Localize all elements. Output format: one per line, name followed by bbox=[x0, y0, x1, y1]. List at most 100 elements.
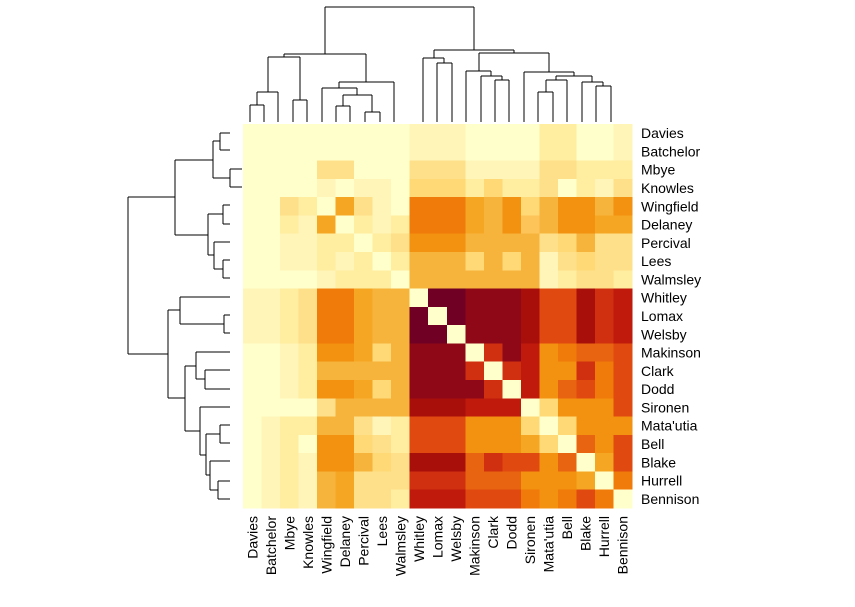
heatmap-cell bbox=[243, 160, 263, 180]
heatmap-cell bbox=[576, 489, 596, 509]
heatmap-cell bbox=[446, 434, 466, 454]
heatmap-cell bbox=[446, 270, 466, 290]
heatmap-cell bbox=[446, 471, 466, 491]
heatmap-cell bbox=[354, 142, 374, 162]
heatmap-cell bbox=[391, 398, 411, 418]
heatmap-cell bbox=[613, 178, 633, 198]
heatmap-cell bbox=[317, 361, 337, 381]
heatmap-cell bbox=[428, 142, 448, 162]
heatmap-cell bbox=[502, 416, 522, 436]
heatmap-cell bbox=[354, 434, 374, 454]
column-label: Lees bbox=[374, 516, 390, 546]
heatmap-cell bbox=[520, 398, 540, 418]
heatmap-cell bbox=[613, 361, 633, 381]
column-label: Dodd bbox=[504, 516, 520, 549]
heatmap-cell bbox=[372, 124, 392, 143]
heatmap-cell bbox=[594, 142, 615, 162]
heatmap-cell bbox=[576, 398, 596, 418]
heatmap-cell bbox=[502, 233, 522, 253]
heatmap-cell bbox=[502, 361, 522, 381]
heatmap-cell bbox=[520, 361, 540, 381]
heatmap-cell bbox=[613, 398, 633, 418]
heatmap-cell bbox=[298, 325, 318, 345]
heatmap-cell bbox=[539, 178, 559, 198]
heatmap-cell bbox=[317, 416, 337, 436]
heatmap-cell bbox=[354, 124, 374, 143]
heatmap-cell bbox=[335, 306, 355, 326]
heatmap-cell bbox=[465, 343, 485, 363]
heatmap-cell bbox=[446, 306, 466, 326]
heatmap-cell bbox=[317, 489, 337, 509]
heatmap-cell bbox=[576, 215, 596, 235]
heatmap-cell bbox=[372, 380, 392, 399]
heatmap-cell bbox=[372, 489, 392, 509]
heatmap-cell bbox=[539, 197, 559, 217]
heatmap-cell bbox=[539, 434, 559, 454]
heatmap-cell bbox=[594, 380, 615, 399]
heatmap-cell bbox=[335, 160, 355, 180]
heatmap-cell bbox=[465, 489, 485, 509]
heatmap-cell bbox=[465, 270, 485, 290]
heatmap-cell bbox=[520, 325, 540, 345]
heatmap-cell bbox=[594, 178, 615, 198]
heatmap-cell bbox=[280, 197, 300, 217]
column-label: Wingfield bbox=[318, 516, 334, 574]
heatmap-cell bbox=[557, 453, 578, 473]
heatmap-cell bbox=[446, 343, 466, 363]
heatmap-cell bbox=[261, 197, 281, 217]
heatmap-cell bbox=[280, 361, 300, 381]
heatmap-cell bbox=[317, 380, 337, 399]
row-label: Percival bbox=[641, 235, 691, 251]
heatmap-cell bbox=[465, 233, 485, 253]
heatmap-cell bbox=[483, 142, 503, 162]
heatmap-cell bbox=[317, 434, 337, 454]
heatmap-cell bbox=[465, 306, 485, 326]
heatmap-cell bbox=[409, 361, 429, 381]
heatmap-cell bbox=[483, 416, 503, 436]
heatmap-cell bbox=[613, 124, 633, 143]
heatmap-cell bbox=[576, 471, 596, 491]
heatmap-cell bbox=[280, 306, 300, 326]
column-dendrogram bbox=[249, 6, 612, 122]
heatmap-cell bbox=[520, 197, 540, 217]
heatmap-cell bbox=[557, 197, 578, 217]
heatmap-cell bbox=[576, 416, 596, 436]
heatmap-cell bbox=[354, 325, 374, 345]
heatmap-cell bbox=[372, 434, 392, 454]
heatmap-cell bbox=[298, 215, 318, 235]
heatmap-cell bbox=[409, 124, 429, 143]
heatmap-cell bbox=[502, 197, 522, 217]
heatmap-cell bbox=[391, 197, 411, 217]
heatmap-cell bbox=[317, 160, 337, 180]
heatmap-cell bbox=[465, 197, 485, 217]
heatmap-cell bbox=[372, 233, 392, 253]
heatmap-cell bbox=[391, 233, 411, 253]
heatmap-cell bbox=[335, 178, 355, 198]
heatmap-cell bbox=[539, 306, 559, 326]
heatmap-cell bbox=[428, 288, 448, 308]
row-label: Makinson bbox=[641, 345, 701, 361]
heatmap-cell bbox=[483, 233, 503, 253]
heatmap-cell bbox=[428, 471, 448, 491]
column-label: Walmsley bbox=[392, 516, 408, 576]
heatmap-cell bbox=[261, 270, 281, 290]
heatmap-cell bbox=[613, 434, 633, 454]
heatmap-cell bbox=[594, 306, 615, 326]
heatmap-cell bbox=[298, 398, 318, 418]
heatmap-cell bbox=[465, 416, 485, 436]
heatmap-cell bbox=[557, 124, 578, 143]
heatmap-cell bbox=[520, 178, 540, 198]
heatmap-cell bbox=[317, 398, 337, 418]
heatmap-cell bbox=[391, 361, 411, 381]
heatmap-cell bbox=[391, 416, 411, 436]
heatmap-cell bbox=[243, 398, 263, 418]
heatmap-cell bbox=[539, 142, 559, 162]
heatmap-cell bbox=[243, 453, 263, 473]
heatmap-cell bbox=[520, 471, 540, 491]
heatmap-cell bbox=[335, 197, 355, 217]
column-label: Delaney bbox=[337, 516, 353, 567]
heatmap-cell bbox=[298, 233, 318, 253]
heatmap-cell bbox=[409, 288, 429, 308]
heatmap-cell bbox=[576, 343, 596, 363]
heatmap-cell bbox=[354, 270, 374, 290]
